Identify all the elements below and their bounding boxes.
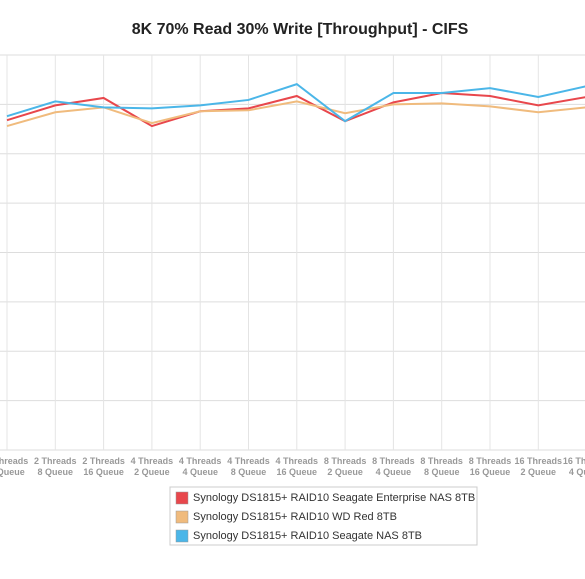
legend-swatch — [175, 491, 189, 505]
legend-label: Synology DS1815+ RAID10 WD Red 8TB — [193, 511, 397, 523]
x-tick-label: 8 Threads 4 Queue — [372, 456, 415, 477]
x-tick-label: 16 Threads 2 Queue — [515, 456, 563, 477]
legend-label: Synology DS1815+ RAID10 Seagate Enterpri… — [193, 492, 475, 504]
x-tick-label: 4 Threads 16 Queue — [276, 456, 319, 477]
x-tick-label: 4 Threads 4 Queue — [179, 456, 222, 477]
legend-swatch — [175, 529, 189, 543]
legend-box — [169, 486, 478, 546]
x-tick-label: 4 Threads 2 Queue — [131, 456, 174, 477]
x-tick-label: 4 Threads 8 Queue — [227, 456, 270, 477]
x-tick-label: 2 Threads 8 Queue — [34, 456, 77, 477]
x-tick-label: 8 Threads 16 Queue — [469, 456, 512, 477]
legend-swatch — [175, 510, 189, 524]
x-tick-label: 8 Threads 2 Queue — [324, 456, 367, 477]
chart-title: 8K 70% Read 30% Write [Throughput] - CIF… — [132, 21, 469, 38]
legend-label: Synology DS1815+ RAID10 Seagate NAS 8TB — [193, 530, 422, 542]
x-tick-label: 8 Threads 8 Queue — [420, 456, 463, 477]
series-line — [6, 83, 585, 123]
x-tick-label: 2 Threads 16 Queue — [82, 456, 125, 477]
series-line — [6, 92, 585, 128]
